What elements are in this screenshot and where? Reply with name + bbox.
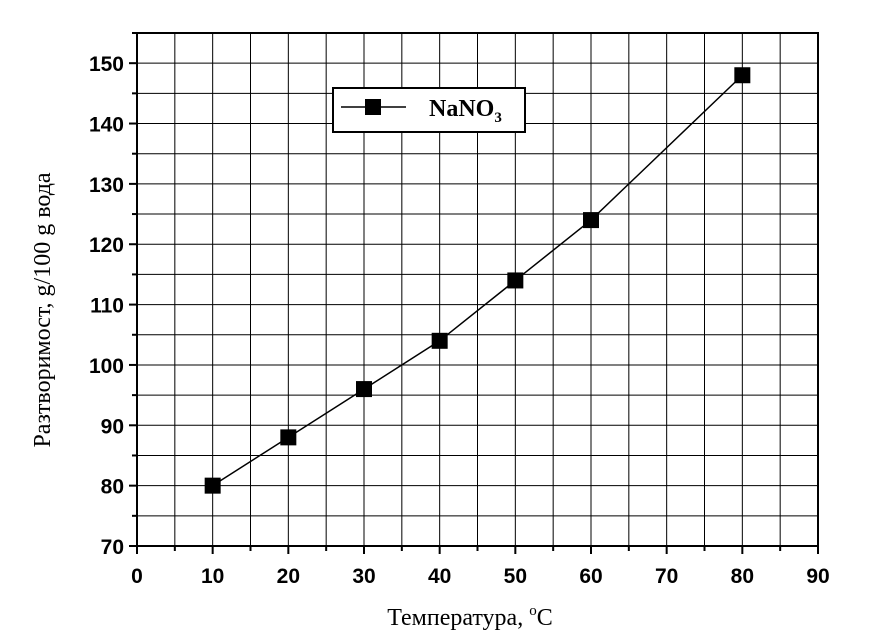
x-tick-label: 60 (579, 565, 602, 588)
x-tick-label: 0 (131, 565, 143, 588)
x-tick-label: 40 (428, 565, 451, 588)
y-tick-label: 90 (101, 415, 124, 438)
x-tick-label: 20 (277, 565, 300, 588)
data-point (204, 477, 221, 494)
data-point (431, 332, 448, 349)
y-tick-labels: 70 80 90 100 110 120 130 140 150 (89, 53, 124, 559)
y-tick-label: 100 (89, 355, 124, 378)
x-tick-label: 90 (806, 565, 829, 588)
x-tick-label: 30 (352, 565, 375, 588)
y-tick-label: 140 (89, 114, 124, 137)
data-point (280, 429, 297, 446)
x-tick-label: 10 (201, 565, 224, 588)
y-tick-label: 150 (89, 53, 124, 76)
x-tick-label: 80 (731, 565, 754, 588)
x-axis-title: Температура, oC (387, 603, 552, 631)
legend-label: NaNO3 (429, 96, 502, 126)
legend-marker (365, 99, 381, 115)
y-tick-label: 70 (101, 536, 124, 559)
x-tick-label: 70 (655, 565, 678, 588)
data-point (734, 67, 751, 84)
data-point (356, 381, 372, 398)
legend: NaNO3 (332, 87, 526, 133)
y-tick-label: 110 (90, 295, 124, 318)
x-tick-labels: 0 10 20 30 40 50 60 70 80 90 (131, 565, 830, 588)
data-point (583, 212, 599, 229)
y-axis-title: Разтворимост, g/100 g вода (30, 172, 56, 447)
x-tick-label: 50 (504, 565, 527, 588)
y-tick-label: 120 (89, 234, 124, 257)
y-tick-label: 80 (101, 476, 124, 499)
axes (129, 32, 819, 554)
data-point (507, 272, 524, 289)
series-layer (204, 67, 751, 494)
y-tick-label: 130 (89, 174, 124, 197)
